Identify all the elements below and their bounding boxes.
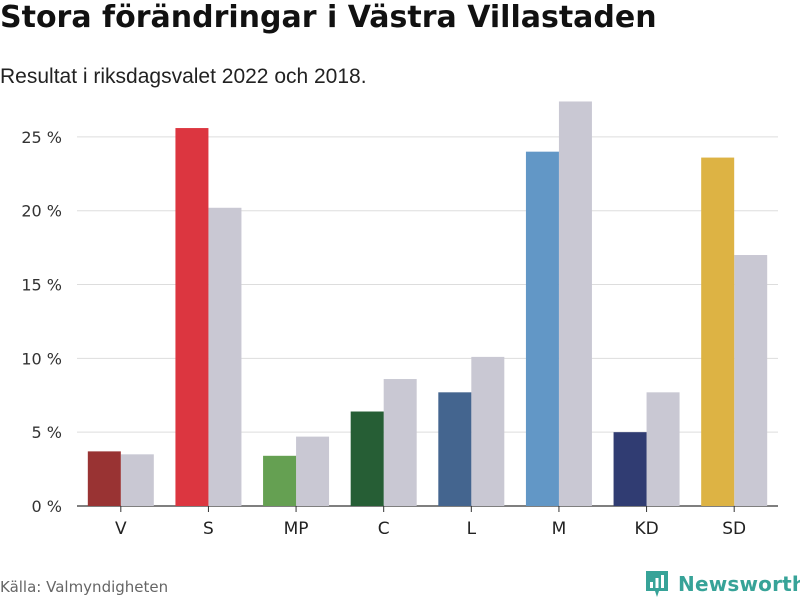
bar-2022-m — [525, 151, 559, 506]
bars — [87, 101, 768, 507]
y-tick-label: 10 % — [21, 349, 62, 368]
y-tick-label: 20 % — [21, 202, 62, 221]
newsworthy-logo: Newsworthy — [644, 569, 800, 599]
bar-2018-m — [558, 101, 592, 506]
bar-2022-l — [438, 392, 472, 506]
x-tick-label: C — [378, 519, 390, 539]
y-tick-label: 0 % — [32, 497, 62, 516]
bar-2018-sd — [734, 255, 768, 506]
y-tick-label: 25 % — [21, 128, 62, 147]
bar-2022-v — [87, 451, 121, 506]
brand-name: Newsworthy — [678, 572, 800, 596]
bar-2018-s — [208, 207, 242, 507]
y-axis-ticks: 0 % 5 % 10 % 15 % 20 % 25 % — [21, 128, 62, 516]
bar-2022-mp — [263, 455, 297, 506]
x-tick-label: KD — [634, 519, 658, 539]
y-tick-label: 15 % — [21, 276, 62, 295]
bar-2018-l — [471, 356, 505, 506]
bar-2018-mp — [296, 436, 330, 506]
y-tick-label: 5 % — [32, 423, 62, 442]
x-tick-label: S — [203, 519, 214, 539]
bar-2022-kd — [613, 432, 647, 506]
bar-2018-c — [383, 379, 417, 506]
x-tick-label: M — [552, 519, 567, 539]
bar-chart: 0 % 5 % 10 % 15 % 20 % 25 % V S MP C L M KD SD — [21, 101, 778, 539]
bar-2018-v — [120, 454, 154, 506]
source-note: Källa: Valmyndigheten — [0, 578, 169, 596]
bar-2022-sd — [701, 157, 735, 506]
bar-2018-kd — [646, 392, 680, 506]
newsworthy-logo-icon — [646, 571, 668, 597]
x-tick-label: V — [115, 519, 127, 539]
x-tick-label: MP — [284, 519, 309, 539]
x-tick-label: L — [467, 519, 477, 539]
bar-2022-s — [175, 128, 209, 506]
chart-subtitle: Resultat i riksdagsvalet 2022 och 2018. — [0, 65, 367, 88]
x-tick-label: SD — [722, 519, 746, 539]
bar-2022-c — [350, 411, 384, 506]
x-axis-ticks: V S MP C L M KD SD — [115, 506, 746, 539]
chart-title: Stora förändringar i Västra Villastaden — [0, 0, 657, 35]
